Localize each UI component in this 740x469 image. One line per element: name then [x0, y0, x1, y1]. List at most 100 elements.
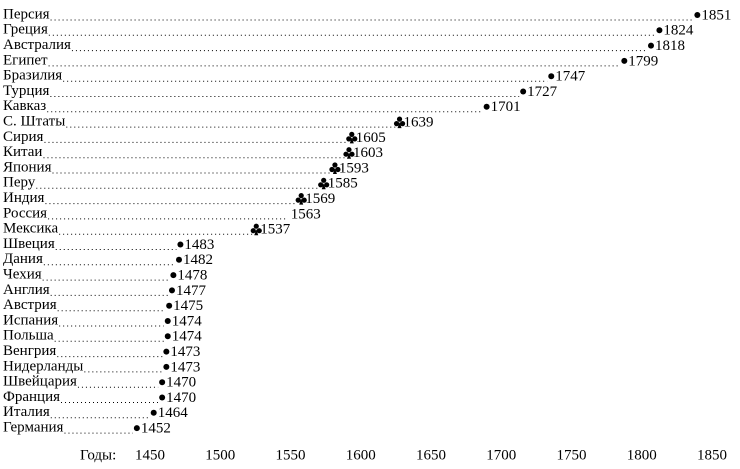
- club-leaf: [253, 223, 259, 229]
- category-label: Япония: [3, 159, 52, 175]
- club-stem: [332, 168, 337, 174]
- club-marker: [346, 131, 358, 144]
- category-label: Нидерланды: [3, 358, 83, 374]
- value-label: 1474: [172, 329, 203, 345]
- dot-marker: [520, 88, 527, 95]
- value-label: 1478: [177, 268, 207, 284]
- value-label: 1824: [663, 23, 694, 39]
- x-tick-label: 1500: [205, 447, 235, 463]
- category-label: Италия: [3, 404, 50, 420]
- club-leaf: [329, 166, 335, 173]
- dot-marker: [168, 287, 175, 294]
- category-label: Германия: [3, 420, 64, 436]
- club-leaf: [343, 151, 349, 157]
- club-leaf: [349, 151, 355, 157]
- category-label: Греция: [3, 22, 48, 38]
- club-leaf: [396, 116, 403, 122]
- category-label: Мексика: [3, 221, 58, 237]
- club-leaf: [332, 162, 338, 168]
- category-label: Франция: [3, 389, 60, 405]
- x-tick-label: 1850: [697, 447, 727, 463]
- dot-marker: [177, 241, 184, 248]
- value-label: 1818: [655, 38, 685, 54]
- dot-marker: [166, 302, 173, 309]
- value-label: 1605: [356, 130, 386, 146]
- club-marker: [329, 162, 341, 174]
- x-tick-label: 1450: [135, 447, 165, 463]
- club-leaf: [298, 193, 304, 199]
- category-label: Испания: [3, 312, 58, 328]
- club-leaf: [250, 228, 256, 234]
- category-label: Австрия: [3, 297, 57, 313]
- club-stem: [346, 152, 351, 159]
- dot-marker: [483, 103, 490, 110]
- dot-marker: [163, 363, 170, 370]
- category-label: С. Штаты: [3, 114, 65, 130]
- club-leaf: [321, 177, 327, 183]
- x-tick-label: 1700: [486, 447, 516, 463]
- dot-marker: [159, 394, 166, 401]
- category-label: Чехия: [3, 267, 42, 283]
- dot-marker: [548, 73, 555, 80]
- value-label: 1483: [184, 237, 214, 253]
- value-label: 1639: [404, 115, 434, 131]
- club-leaf: [352, 136, 358, 142]
- value-label: 1464: [158, 405, 189, 421]
- category-label: Венгрия: [3, 343, 56, 359]
- club-stem: [299, 198, 304, 205]
- club-stem: [397, 122, 402, 129]
- club-leaf: [349, 131, 355, 137]
- dot-marker: [656, 27, 663, 34]
- club-leaf: [346, 147, 352, 153]
- category-label: Турция: [3, 83, 49, 99]
- category-label: Китаи: [3, 144, 42, 160]
- category-label: Индия: [3, 190, 45, 206]
- club-leaf: [393, 121, 400, 127]
- value-label: 1593: [339, 160, 369, 176]
- value-label: 1482: [183, 252, 213, 268]
- club-leaf: [346, 136, 352, 142]
- value-label: 1474: [172, 313, 203, 329]
- value-label: 1452: [141, 421, 171, 437]
- value-label: 1603: [353, 145, 383, 161]
- category-label: Кавказ: [3, 98, 46, 114]
- category-label: Египет: [3, 52, 48, 68]
- category-label: Перу: [3, 175, 36, 191]
- value-label: 1727: [527, 84, 558, 100]
- category-label: Сирия: [3, 129, 44, 145]
- value-label: 1475: [173, 298, 203, 314]
- dot-marker: [176, 256, 182, 263]
- x-tick-label: 1550: [276, 447, 306, 463]
- category-label: Россия: [3, 205, 47, 221]
- x-tick-label: 1650: [416, 447, 446, 463]
- value-label: 1585: [328, 176, 358, 192]
- dot-marker: [648, 42, 654, 49]
- club-marker: [318, 177, 330, 190]
- dot-marker: [133, 425, 140, 432]
- club-leaf: [399, 121, 406, 127]
- club-marker: [295, 193, 307, 205]
- category-label: Дания: [3, 251, 43, 267]
- value-label: 1701: [491, 99, 521, 115]
- club-marker: [393, 116, 406, 129]
- x-tick-label: 1600: [346, 447, 376, 463]
- club-marker: [250, 223, 262, 236]
- category-label: Бразилия: [3, 68, 62, 84]
- category-label: Польша: [3, 328, 54, 344]
- value-label: 1563: [291, 206, 321, 222]
- club-leaf: [318, 182, 324, 188]
- dot-marker: [164, 333, 171, 340]
- value-label: 1569: [305, 191, 335, 207]
- dot-marker: [621, 57, 628, 64]
- category-label: Австралия: [3, 37, 71, 53]
- x-axis-label: Годы:: [80, 447, 116, 463]
- x-tick-label: 1750: [556, 447, 586, 463]
- club-leaf: [256, 228, 262, 234]
- category-label: Швеция: [3, 236, 55, 252]
- value-label: 1851: [701, 7, 731, 23]
- category-label: Персия: [3, 6, 50, 22]
- club-marker: [343, 147, 355, 159]
- value-label: 1477: [176, 283, 207, 299]
- club-stem: [321, 183, 326, 190]
